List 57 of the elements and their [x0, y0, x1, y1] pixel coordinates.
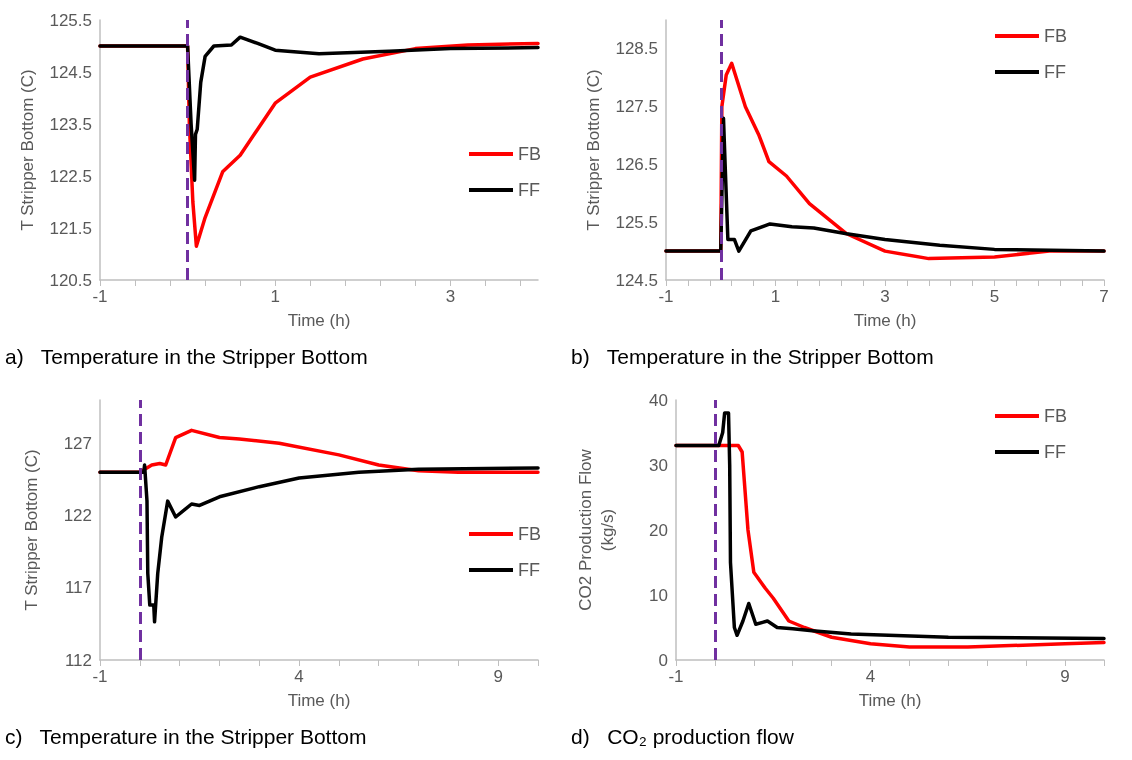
- x-tick-label: 9: [1060, 667, 1070, 686]
- y-tick-label: 126.5: [615, 154, 658, 174]
- y-tick-label: 122.5: [49, 166, 92, 186]
- y-tick-label: 10: [649, 585, 668, 605]
- x-tick-label: 7: [1099, 287, 1109, 306]
- y-tick-label: 112: [64, 650, 92, 670]
- x-tick-label: -1: [658, 287, 674, 306]
- line-series: [98, 463, 540, 624]
- x-tick-label: -1: [668, 667, 684, 686]
- x-tick-label: -1: [92, 667, 108, 686]
- y-tick-label: 121.5: [49, 218, 92, 238]
- y-tick-label: 117: [64, 578, 92, 598]
- line-series: [98, 35, 540, 182]
- x-axis-title: Time (h): [853, 311, 917, 331]
- x-tick-label: 1: [270, 287, 280, 306]
- text: c) Temperature in the Stripper Bottom: [5, 725, 367, 748]
- y-tick-label: 127: [63, 433, 92, 453]
- y-axis-title: T Stripper Bottom (C): [21, 449, 41, 611]
- y-axis-title: CO2 Production Flow (kg/s): [575, 448, 617, 611]
- legend-label: FF: [1044, 62, 1066, 82]
- x-tick-label: -1: [92, 287, 108, 306]
- x-tick-label: 3: [880, 287, 890, 306]
- legend-label: FB: [1044, 26, 1068, 46]
- x-tick-label: 4: [865, 667, 876, 686]
- y-axis-title: T Stripper Bottom (C): [584, 69, 604, 231]
- y-tick-label: 125.5: [615, 212, 658, 232]
- legend-label: FF: [518, 180, 540, 200]
- x-axis-title: Time (h): [287, 311, 351, 331]
- line-series: [674, 411, 1106, 641]
- y-tick-label: 0: [658, 650, 668, 670]
- text: d) CO₂ production flow: [571, 725, 795, 748]
- x-axis-title: Time (h): [858, 691, 922, 711]
- x-tick-label: 1: [770, 287, 781, 306]
- legend-label: FB: [1044, 406, 1068, 426]
- y-tick-label: 127.5: [615, 97, 658, 117]
- x-tick-label: 4: [294, 667, 304, 686]
- x-tick-label: 9: [493, 667, 503, 686]
- y-tick-label: 120.5: [49, 270, 92, 290]
- y-tick-label: 125.5: [49, 10, 92, 30]
- y-tick-label: 124.5: [49, 62, 92, 82]
- y-axis-title: T Stripper Bottom (C): [18, 69, 38, 231]
- y-tick-label: 124.5: [615, 270, 658, 290]
- legend-label: FB: [518, 144, 542, 164]
- x-axis-title: Time (h): [287, 691, 351, 711]
- legend-label: FB: [518, 524, 542, 544]
- y-tick-label: 123.5: [49, 114, 92, 134]
- legend-label: FF: [518, 560, 540, 580]
- text: a) Temperature in the Stripper Bottom: [5, 345, 368, 368]
- y-tick-label: 20: [649, 520, 668, 540]
- y-tick-label: 128.5: [615, 39, 658, 59]
- y-tick-label: 30: [649, 455, 668, 475]
- legend-label: FF: [1044, 442, 1066, 462]
- y-tick-label: 40: [649, 390, 668, 410]
- y-tick-label: 122: [63, 506, 92, 526]
- x-tick-label: 3: [445, 287, 456, 306]
- text: b) Temperature in the Stripper Bottom: [571, 345, 934, 368]
- x-tick-label: 5: [989, 287, 1000, 306]
